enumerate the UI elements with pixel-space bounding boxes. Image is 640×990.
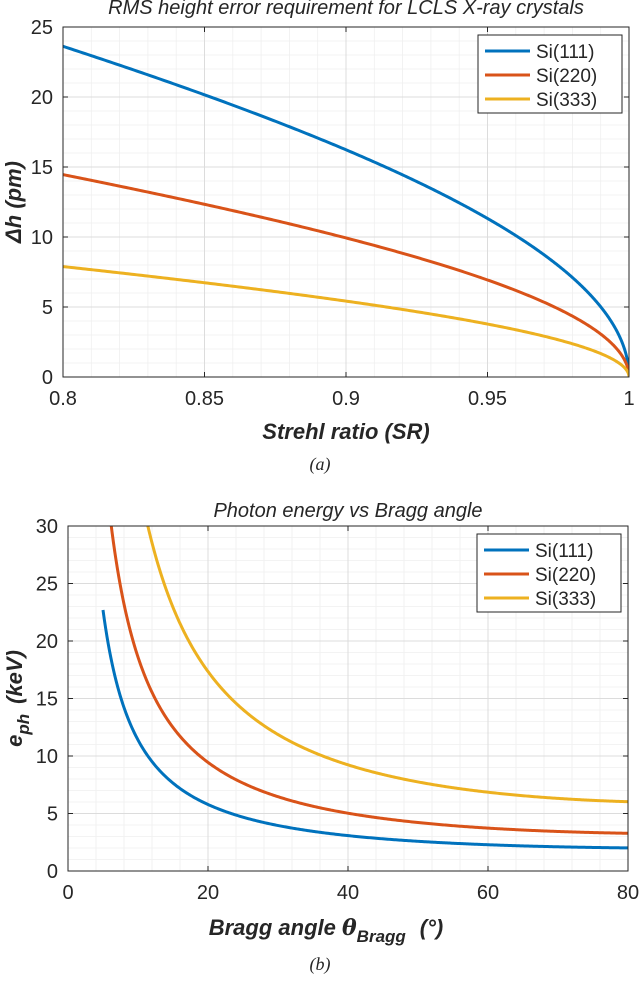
y-tick-label: 0 [47, 861, 58, 883]
legend-label: Si(333) [535, 589, 596, 610]
y-tick-label: 20 [31, 87, 53, 109]
y-tick-label: 20 [36, 631, 58, 653]
x-tick-label: 40 [337, 882, 359, 904]
x-tick-label: 20 [197, 882, 219, 904]
ticks [62, 26, 630, 378]
y-tick-label: 10 [36, 746, 58, 768]
legend-label: Si(111) [536, 42, 594, 63]
y-tick-label: 15 [31, 157, 53, 179]
legend-label: Si(220) [535, 565, 596, 586]
y-tick-label: 30 [36, 516, 58, 538]
x-axis-label-sub: Bragg [357, 927, 407, 946]
legend: Si(111) Si(220) Si(333) [477, 34, 623, 114]
x-tick-label: 0.9 [332, 388, 360, 410]
y-axis-label: Δh (pm) [1, 161, 26, 244]
y-tick-label: 15 [36, 689, 58, 711]
y-axis-label-sub: ph [14, 714, 33, 736]
series-group [101, 526, 628, 850]
ticks [67, 525, 629, 872]
x-tick-label: 0 [62, 882, 73, 904]
chart-title: Photon energy vs Bragg angle [213, 500, 482, 522]
x-axis-label: Strehl ratio (SR) [262, 419, 429, 444]
chart-b: 0 20 40 60 80 0 5 10 15 20 25 30 Photon energy vs Br… [2, 500, 639, 975]
x-axis-label-main: Bragg angle [209, 915, 342, 940]
y-axis-label-unit: (keV) [2, 650, 27, 704]
x-tick-label: 1 [623, 388, 634, 410]
x-axis-label-unit: (°) [420, 915, 443, 940]
panel-caption: (b) [310, 954, 331, 975]
y-tick-label: 25 [31, 17, 53, 39]
y-tick-label: 25 [36, 574, 58, 596]
legend-label: Si(111) [535, 541, 593, 562]
series-line-si220 [63, 173, 629, 377]
y-tick-label: 10 [31, 227, 53, 249]
series-line-si333 [63, 265, 629, 377]
x-tick-label: 0.95 [468, 388, 507, 410]
y-tick-label: 5 [42, 297, 53, 319]
y-tick-label: 5 [47, 804, 58, 826]
series-line-si111 [63, 44, 629, 377]
legend-label: Si(220) [536, 66, 597, 87]
x-tick-label: 60 [477, 882, 499, 904]
y-axis-label-main: e [2, 735, 27, 747]
legend-label: Si(333) [536, 90, 597, 111]
panel-caption: (a) [310, 454, 331, 475]
y-tick-label: 0 [42, 367, 53, 389]
series-group [63, 44, 629, 377]
series-line-si220 [109, 526, 628, 835]
y-axis-label: eph (keV) [2, 650, 33, 747]
x-axis-label: Bragg angle θBragg (°) [209, 915, 444, 946]
x-axis-label-symbol: θ [342, 915, 357, 941]
x-tick-label: 80 [617, 882, 639, 904]
x-tick-label: 0.85 [185, 388, 224, 410]
legend: Si(111) Si(220) Si(333) [476, 533, 622, 613]
series-line-si111 [101, 609, 628, 850]
x-tick-label: 0.8 [49, 388, 77, 410]
chart-title: RMS height error requirement for LCLS X-… [108, 0, 584, 19]
series-line-si333 [146, 526, 628, 804]
